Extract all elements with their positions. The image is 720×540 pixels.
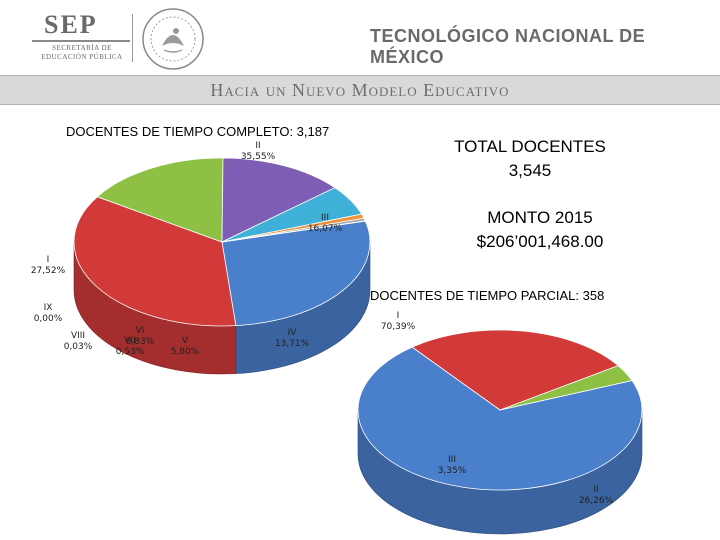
pie-1-category-IV: IV	[288, 328, 298, 338]
institution-name: TECNOLÓGICO NACIONAL DE MÉXICO	[370, 26, 646, 67]
pie-2-category-I: I	[397, 311, 400, 321]
pie-1-label-II: 35,55%	[241, 152, 276, 162]
pie-1-category-VII: VII	[124, 336, 135, 346]
pie-2-slice-I	[357, 346, 643, 491]
pie-1-category-IX: IX	[44, 303, 53, 313]
pie-1-slice-I	[221, 220, 371, 327]
pie-1-label-V: 5,80%	[171, 347, 200, 357]
pie-2-label-II: 26,26%	[579, 496, 614, 506]
pie-1-label-IV: 13,71%	[275, 339, 310, 349]
pie-1-category-II: II	[255, 141, 260, 151]
mexico-seal-icon	[142, 8, 204, 70]
pie-1-category-I: I	[47, 255, 50, 265]
pie-1-slice-III	[96, 157, 224, 243]
pie-1-category-V: V	[182, 336, 189, 346]
monto-label: MONTO 2015	[487, 208, 593, 227]
monto-value: $206’001,468.00	[476, 232, 604, 251]
pie-1-slice-II	[73, 196, 237, 327]
pie-1-label-VI: 0,83%	[126, 337, 155, 347]
header: SEP SECRETARÍA DE EDUCACIÓN PÚBLICA TECN…	[0, 0, 720, 75]
chart-title-tiempo-parcial: DOCENTES DE TIEMPO PARCIAL: 358	[370, 288, 605, 303]
pie-2-label-I: 70,39%	[381, 322, 416, 332]
total-docentes: TOTAL DOCENTES 3,545	[440, 135, 620, 183]
monto-2015: MONTO 2015 $206’001,468.00	[440, 206, 640, 254]
pie-1-category-VIII: VIII	[71, 331, 85, 341]
pie-2-label-III: 3,35%	[438, 466, 467, 476]
pie-2-slice-II	[411, 329, 619, 411]
sep-logo: SEP	[44, 10, 98, 39]
total-docentes-value: 3,545	[508, 161, 552, 180]
total-docentes-label: TOTAL DOCENTES	[454, 137, 606, 156]
pie-1-label-I: 27,52%	[31, 266, 66, 276]
pie-1-category-III: III	[321, 213, 329, 223]
pie-2-category-III: III	[448, 455, 456, 465]
pie-1-slice-VIII	[221, 220, 366, 243]
pie-1-label-VIII: 0,03%	[64, 342, 93, 352]
pie-1-label-III: 16,07%	[308, 224, 343, 234]
chart-title-tiempo-completo: DOCENTES DE TIEMPO COMPLETO: 3,187	[66, 124, 330, 139]
pie-2-slice-III	[499, 365, 633, 411]
header-divider	[132, 14, 133, 62]
pie-1-category-VI: VI	[136, 326, 145, 336]
pie-1-label-VII: 0,53%	[116, 347, 145, 357]
slogan-band: Hacia un Nuevo Modelo Educativo	[0, 75, 720, 105]
slogan-text: Hacia un Nuevo Modelo Educativo	[210, 80, 510, 100]
sep-logo-rule	[32, 40, 130, 42]
pie-1-slice-IV	[221, 157, 336, 243]
pie-1-label-IX: 0,00%	[34, 314, 63, 324]
pie-2-category-II: II	[593, 485, 598, 495]
sep-subtitle-line2: EDUCACIÓN PÚBLICA	[41, 53, 123, 61]
sep-subtitle-line1: SECRETARÍA DE	[52, 44, 112, 52]
